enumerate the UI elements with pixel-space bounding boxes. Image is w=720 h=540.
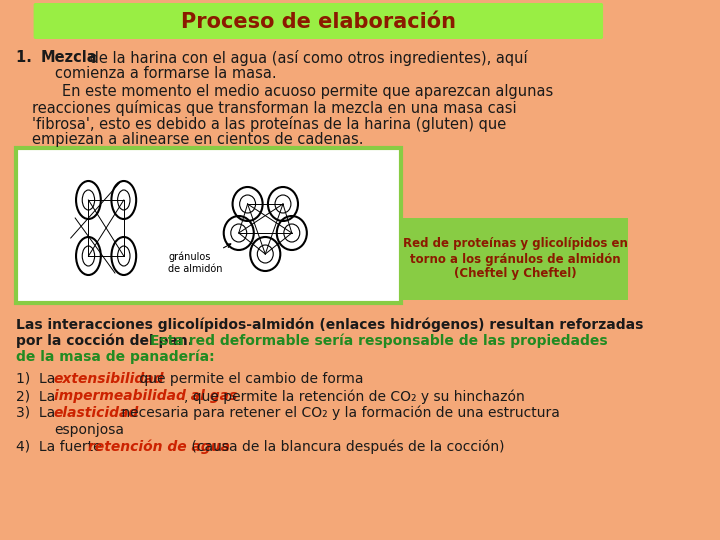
Text: por la cocción del pan.: por la cocción del pan. <box>16 334 198 348</box>
Text: Proceso de elaboración: Proceso de elaboración <box>181 12 456 32</box>
Text: necesaria para retener el CO₂ y la formación de una estructura: necesaria para retener el CO₂ y la forma… <box>117 406 559 421</box>
Text: empiezan a alinearse en cientos de cadenas.: empiezan a alinearse en cientos de caden… <box>32 132 364 147</box>
Text: (causa de la blancura después de la cocción): (causa de la blancura después de la cocc… <box>187 440 505 455</box>
Text: comienza a formarse la masa.: comienza a formarse la masa. <box>55 66 276 81</box>
Text: 'fibrosa', esto es debido a las proteínas de la harina (gluten) que: 'fibrosa', esto es debido a las proteína… <box>32 116 506 132</box>
Text: de la harina con el agua (así como otros ingredientes), aquí: de la harina con el agua (así como otros… <box>85 50 528 66</box>
Text: Esta red deformable sería responsable de las propiedades: Esta red deformable sería responsable de… <box>150 334 608 348</box>
FancyBboxPatch shape <box>402 218 628 300</box>
Text: En este momento el medio acuoso permite que aparezcan algunas: En este momento el medio acuoso permite … <box>62 84 553 99</box>
Text: Las interacciones glicolípidos-almidón (enlaces hidrógenos) resultan reforzadas: Las interacciones glicolípidos-almidón (… <box>16 318 643 333</box>
Text: elasticidad: elasticidad <box>54 406 139 420</box>
Text: Red de proteínas y glicolípidos en
torno a los gránulos de almidón
(Cheftel y Ch: Red de proteínas y glicolípidos en torno… <box>402 238 628 280</box>
Text: gránulos
de almidón: gránulos de almidón <box>168 244 231 274</box>
Text: 1.: 1. <box>16 50 42 65</box>
Text: , que permite la retención de CO₂ y su hinchazón: , que permite la retención de CO₂ y su h… <box>184 389 525 403</box>
FancyBboxPatch shape <box>16 148 400 303</box>
Text: retención de agua: retención de agua <box>89 440 230 455</box>
Text: impermeabilidad al gas: impermeabilidad al gas <box>54 389 237 403</box>
Text: 2)  La: 2) La <box>16 389 60 403</box>
FancyBboxPatch shape <box>34 3 603 39</box>
Text: que permite el cambio de forma: que permite el cambio de forma <box>135 372 364 386</box>
Text: 1)  La: 1) La <box>16 372 60 386</box>
Text: de la masa de panadería:: de la masa de panadería: <box>16 350 215 364</box>
Text: extensibilidad: extensibilidad <box>54 372 164 386</box>
Text: esponjosa: esponjosa <box>54 423 124 437</box>
Text: Mezcla: Mezcla <box>40 50 97 65</box>
Text: 4)  La fuerte: 4) La fuerte <box>16 440 106 454</box>
Text: 3)  La: 3) La <box>16 406 60 420</box>
Text: reacciones químicas que transforman la mezcla en una masa casi: reacciones químicas que transforman la m… <box>32 100 516 116</box>
